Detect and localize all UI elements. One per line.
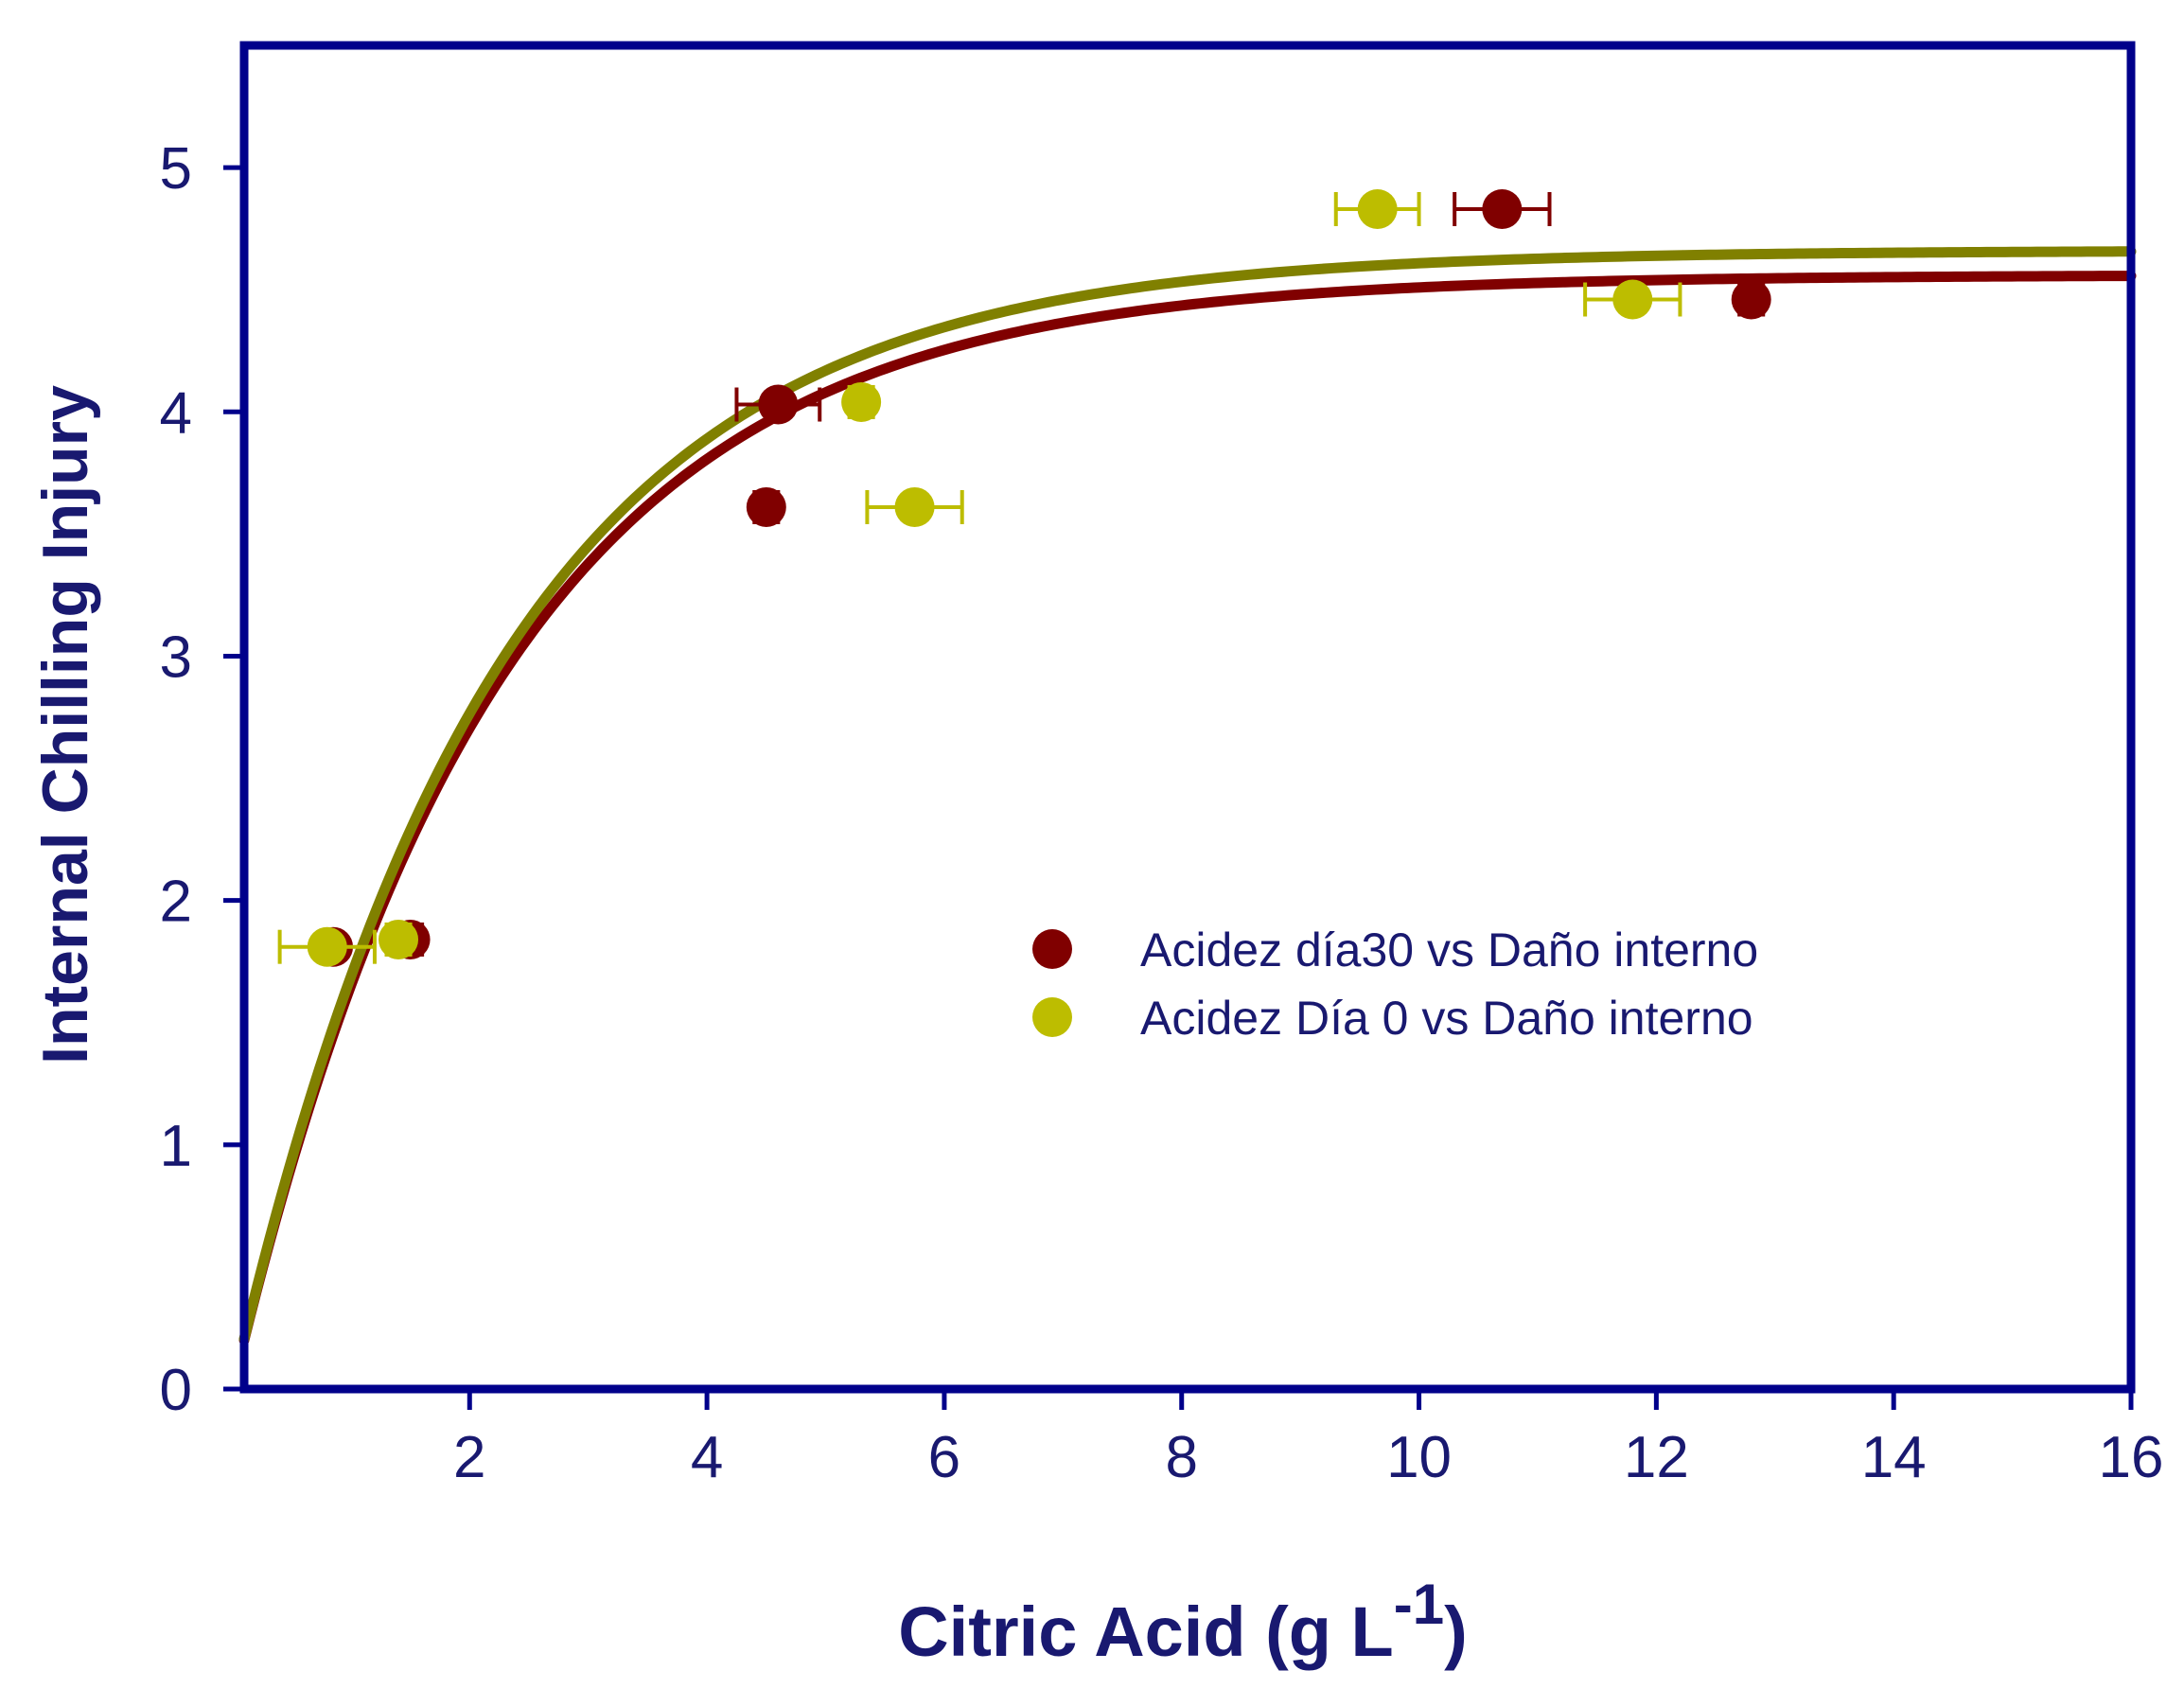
x-tick-label: 14 xyxy=(1861,1425,1927,1490)
x-axis-title-suffix: ) xyxy=(1444,1592,1468,1671)
data-point-series-2 xyxy=(1583,279,1682,320)
marker xyxy=(1612,279,1653,320)
marker xyxy=(379,919,419,959)
marker xyxy=(1482,188,1523,229)
marker xyxy=(1731,279,1771,320)
plot-frame xyxy=(239,41,2136,1394)
y-tick-label: 3 xyxy=(160,624,192,690)
y-axis-title: Internal Chilling Injury xyxy=(29,385,101,1064)
x-tick-label: 10 xyxy=(1386,1425,1452,1490)
x-tick-label: 12 xyxy=(1624,1425,1689,1490)
legend-label-series-1: Acidez día30 vs Daño interno xyxy=(1140,923,1758,976)
x-axis-ticks: 2 4 6 8 10 12 14 16 xyxy=(453,1389,2163,1490)
data-point-series-1 xyxy=(746,486,786,527)
y-tick-label: 2 xyxy=(160,870,192,935)
data-point-series-2 xyxy=(865,486,964,527)
legend-marker-series-1 xyxy=(1032,929,1072,969)
y-tick-label: 0 xyxy=(160,1358,192,1423)
data-markers xyxy=(277,188,1771,967)
fit-curve-series-2 xyxy=(238,246,2137,1345)
fit-curves xyxy=(238,246,2137,1345)
x-tick-label: 16 xyxy=(2099,1425,2164,1490)
y-tick-label: 5 xyxy=(160,136,192,202)
x-axis-title-text: Citric Acid (g L xyxy=(898,1592,1394,1671)
data-point-series-2 xyxy=(841,381,882,422)
marker xyxy=(894,486,935,527)
marker xyxy=(307,926,347,967)
x-axis-title: Citric Acid (g L-1) xyxy=(898,1573,1468,1671)
fit-curve-series-1 xyxy=(238,271,2137,1345)
y-axis-ticks: 0 1 2 3 4 5 xyxy=(160,136,244,1423)
legend-label-series-2: Acidez Día 0 vs Daño interno xyxy=(1140,992,1753,1045)
x-tick-label: 6 xyxy=(928,1425,960,1490)
marker xyxy=(746,486,786,527)
data-point-series-2 xyxy=(379,919,419,959)
data-point-series-1 xyxy=(1453,188,1552,229)
legend: Acidez día30 vs Daño interno Acidez Día … xyxy=(1032,923,1758,1045)
marker xyxy=(841,381,882,422)
data-point-series-2 xyxy=(277,926,377,967)
data-point-series-2 xyxy=(1333,188,1421,229)
data-point-series-1 xyxy=(734,384,822,425)
marker xyxy=(758,384,799,425)
y-tick-label: 4 xyxy=(160,380,192,446)
x-axis-title-superscript: -1 xyxy=(1394,1573,1444,1636)
y-tick-label: 1 xyxy=(160,1114,192,1179)
marker xyxy=(1357,188,1398,229)
legend-marker-series-2 xyxy=(1032,997,1072,1037)
data-point-series-1 xyxy=(1731,279,1771,320)
x-tick-label: 8 xyxy=(1165,1425,1197,1490)
x-tick-label: 2 xyxy=(453,1425,485,1490)
x-tick-label: 4 xyxy=(691,1425,723,1490)
